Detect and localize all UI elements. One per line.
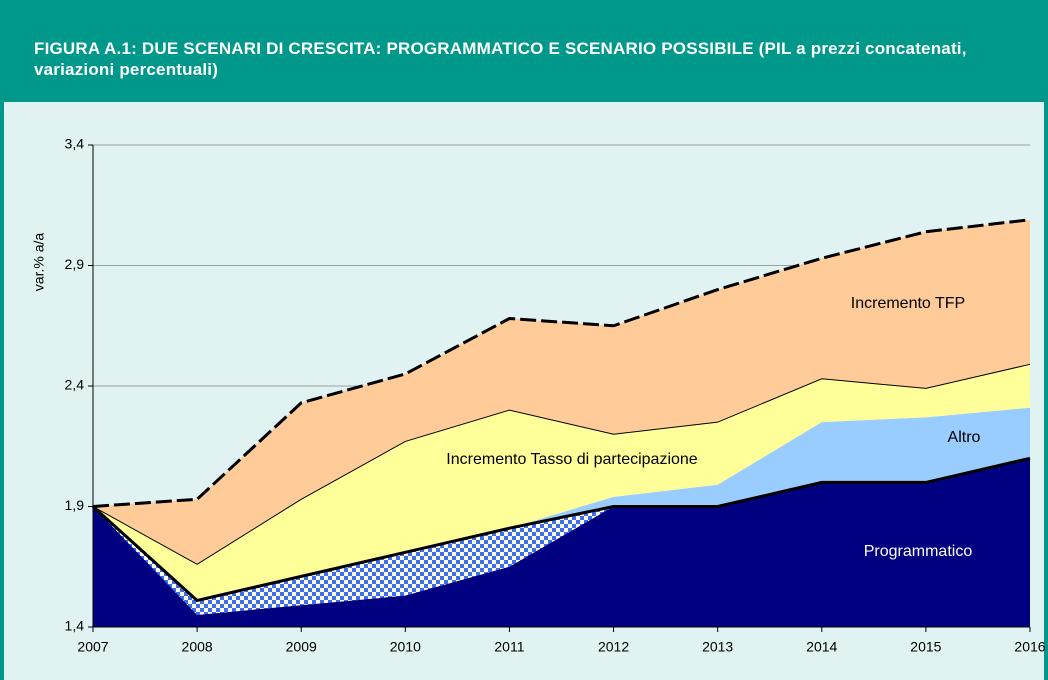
y-axis-label: var.% a/a — [31, 233, 47, 292]
series-label: Incremento Tasso di partecipazione — [446, 451, 698, 468]
line — [92, 363, 1031, 565]
x-tick-label: 2009 — [286, 639, 317, 655]
x-tick-label: 2013 — [702, 639, 733, 655]
area — [93, 364, 1030, 601]
series-label: Programmatico — [864, 543, 973, 560]
area — [93, 219, 1030, 565]
figure-title: FIGURA A.1: DUE SCENARI DI CRESCITA: PRO… — [0, 0, 1048, 102]
y-tick-label: 2,9 — [65, 256, 85, 272]
x-tick-label: 2016 — [1014, 639, 1045, 655]
series-label: Incremento TFP — [851, 295, 965, 312]
x-tick-label: 2011 — [494, 639, 524, 655]
x-tick-label: 2014 — [806, 639, 837, 655]
x-tick-label: 2015 — [910, 639, 941, 655]
area — [93, 506, 614, 615]
x-tick-label: 2010 — [390, 639, 421, 655]
x-tick-label: 2007 — [77, 639, 108, 655]
line — [91, 456, 1031, 603]
y-tick-label: 3,4 — [65, 136, 85, 152]
y-tick-label: 1,9 — [65, 497, 85, 513]
y-tick-label: 1,4 — [65, 618, 85, 634]
series-label: Altro — [948, 429, 981, 446]
area — [93, 407, 1030, 601]
x-tick-label: 2008 — [182, 639, 213, 655]
y-tick-label: 2,4 — [65, 377, 85, 393]
line — [92, 218, 1031, 508]
x-tick-label: 2012 — [598, 639, 629, 655]
